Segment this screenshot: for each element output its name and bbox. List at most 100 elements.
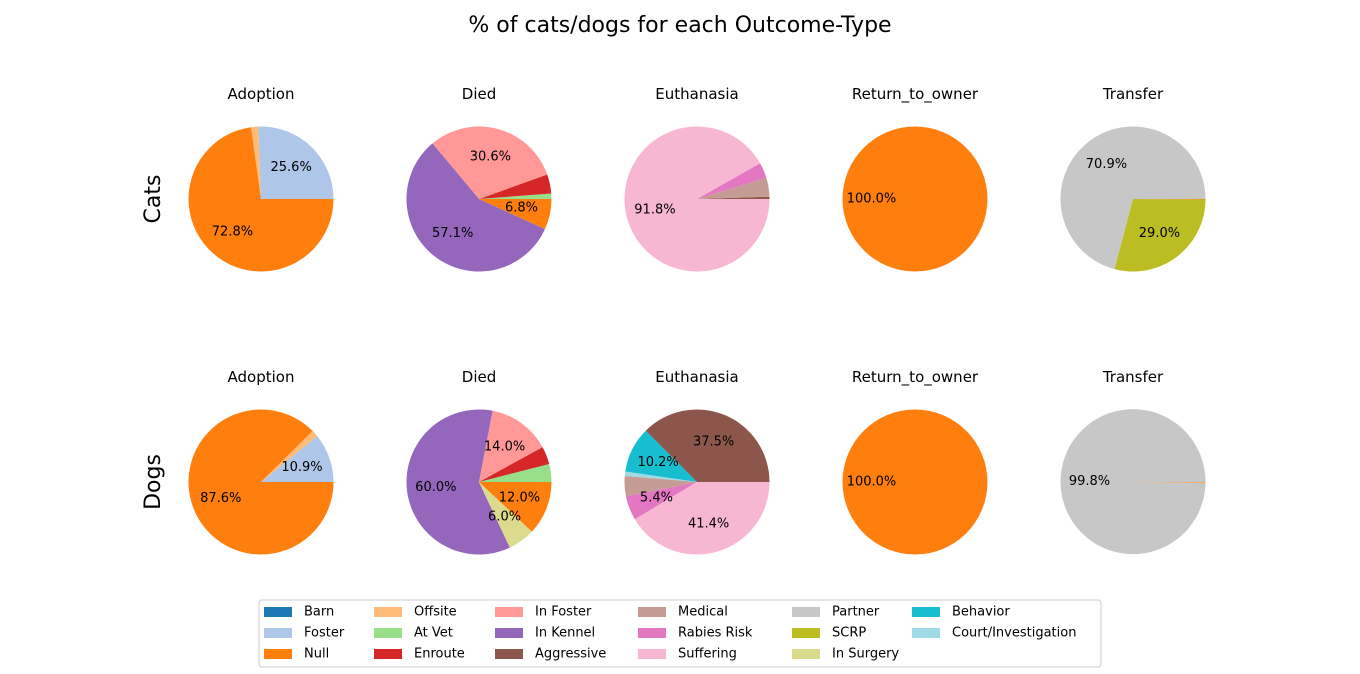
legend-label-aggressive: Aggressive bbox=[535, 647, 606, 662]
legend-label-at-vet: At Vet bbox=[414, 626, 453, 641]
legend-swatch-scrp bbox=[792, 628, 820, 638]
pie-slice-null bbox=[842, 409, 988, 555]
pie-slice-suffering bbox=[624, 126, 770, 272]
pie-slice-suffering bbox=[634, 482, 770, 555]
slice-pct-label: 57.1% bbox=[432, 226, 473, 241]
legend-label-in-foster: In Foster bbox=[535, 605, 592, 620]
legend-swatch-enroute bbox=[374, 649, 402, 659]
legend-swatch-null bbox=[264, 649, 292, 659]
pie-slice-offsite bbox=[251, 126, 261, 199]
pie-slice-null bbox=[188, 409, 334, 555]
slice-pct-label: 72.8% bbox=[212, 224, 253, 239]
pie-title: Transfer bbox=[1102, 85, 1164, 103]
legend-swatch-in-kennel bbox=[495, 628, 523, 638]
legend-label-barn: Barn bbox=[304, 605, 334, 620]
legend-swatch-in-surgery bbox=[792, 649, 820, 659]
legend-swatch-in-foster bbox=[495, 607, 523, 617]
legend-label-behavior: Behavior bbox=[952, 605, 1010, 620]
slice-pct-label: 10.9% bbox=[281, 460, 322, 475]
slice-pct-label: 12.0% bbox=[499, 491, 540, 506]
slice-pct-label: 100.0% bbox=[847, 475, 897, 490]
slice-pct-label: 6.8% bbox=[505, 201, 538, 216]
pie-cats-euthanasia: Euthanasia 91.8% bbox=[624, 85, 770, 272]
legend-swatch-foster bbox=[264, 628, 292, 638]
pie-slice-null bbox=[842, 126, 988, 272]
pie-slice-behavior bbox=[625, 430, 697, 482]
pie-slice-scrp bbox=[1114, 199, 1206, 272]
pie-slice-in-foster bbox=[432, 126, 548, 199]
legend-swatch-offsite bbox=[374, 607, 402, 617]
pie-slice-null bbox=[479, 482, 552, 532]
pie-slice-offsite bbox=[261, 431, 318, 482]
pie-title: Adoption bbox=[228, 85, 295, 103]
row-label-cats: Cats bbox=[141, 175, 166, 224]
pie-dogs-died: Died 14.0% 60.0% 6.0% 12.0% bbox=[406, 368, 552, 555]
legend-swatch-barn bbox=[264, 607, 292, 617]
slice-pct-label: 41.4% bbox=[688, 516, 729, 531]
pie-dogs-adoption: Adoption 10.9% 87.6% bbox=[188, 368, 334, 555]
slice-pct-label: 70.9% bbox=[1086, 157, 1127, 172]
legend-label-scrp: SCRP bbox=[832, 626, 866, 641]
legend-swatch-medical bbox=[638, 607, 666, 617]
slice-pct-label: 25.6% bbox=[271, 160, 312, 175]
legend-label-foster: Foster bbox=[304, 626, 345, 641]
legend-frame bbox=[258, 599, 1102, 668]
legend-label-rabies-risk: Rabies Risk bbox=[678, 626, 753, 641]
legend: Barn Foster Null Offsite At Vet Enroute In Fos… bbox=[258, 599, 1102, 668]
pie-title: Euthanasia bbox=[655, 368, 738, 386]
legend-label-enroute: Enroute bbox=[414, 647, 465, 662]
legend-label-null: Null bbox=[304, 647, 329, 662]
figure-title: % of cats/dogs for each Outcome-Type bbox=[468, 13, 891, 38]
pie-slice-foster bbox=[261, 436, 334, 482]
slice-pct-label: 100.0% bbox=[847, 192, 897, 207]
slice-pct-label: 6.0% bbox=[488, 510, 521, 525]
slice-pct-label: 5.4% bbox=[640, 490, 673, 505]
legend-swatch-aggressive bbox=[495, 649, 523, 659]
row-label-dogs: Dogs bbox=[141, 454, 166, 510]
legend-label-suffering: Suffering bbox=[678, 647, 737, 662]
legend-label-partner: Partner bbox=[832, 605, 880, 620]
pie-slice-in-kennel bbox=[406, 143, 545, 272]
legend-label-in-kennel: In Kennel bbox=[535, 626, 595, 641]
slice-pct-label: 30.6% bbox=[470, 150, 511, 165]
pie-title: Transfer bbox=[1102, 368, 1164, 386]
pie-title: Euthanasia bbox=[655, 85, 738, 103]
pie-dogs-return-to-owner: Return_to_owner 100.0% bbox=[842, 368, 988, 555]
pie-slice-court-investigation bbox=[624, 471, 697, 482]
legend-swatch-partner bbox=[792, 607, 820, 617]
pie-cats-transfer: Transfer 70.9% 29.0% bbox=[1060, 85, 1206, 272]
pie-cats-return-to-owner: Return_to_owner 100.0% bbox=[842, 85, 988, 272]
legend-swatch-suffering bbox=[638, 649, 666, 659]
pie-slice-foster bbox=[258, 126, 334, 199]
slice-pct-label: 29.0% bbox=[1139, 226, 1180, 241]
pie-slice-in-surgery bbox=[479, 482, 532, 548]
pie-slice-in-foster bbox=[479, 410, 543, 482]
legend-label-offsite: Offsite bbox=[414, 605, 457, 620]
pie-slice-null bbox=[479, 199, 552, 230]
slice-pct-label: 10.2% bbox=[637, 455, 678, 470]
legend-label-medical: Medical bbox=[678, 605, 728, 620]
pie-title: Adoption bbox=[228, 368, 295, 386]
slice-pct-label: 87.6% bbox=[200, 491, 241, 506]
pie-title: Died bbox=[462, 368, 496, 386]
pie-slice-partner bbox=[1060, 409, 1206, 555]
slice-pct-label: 37.5% bbox=[693, 434, 734, 449]
pie-slice-offsite bbox=[1133, 482, 1206, 483]
pie-dogs-transfer: Transfer 99.8% bbox=[1060, 368, 1206, 555]
legend-swatch-rabies-risk bbox=[638, 628, 666, 638]
pies-group: Adoption 25.6% 72.8% Died 30.6% 57.1% 6.8% Euth… bbox=[188, 85, 1206, 555]
pie-slice-rabies-risk bbox=[697, 163, 767, 199]
legend-label-in-surgery: In Surgery bbox=[832, 647, 899, 662]
slice-pct-label: 99.8% bbox=[1069, 474, 1110, 489]
pie-title: Return_to_owner bbox=[852, 85, 979, 104]
legend-swatch-at-vet bbox=[374, 628, 402, 638]
pie-slice-at-vet bbox=[479, 463, 552, 482]
pie-title: Return_to_owner bbox=[852, 368, 979, 387]
pie-slice-rabies-risk bbox=[625, 482, 697, 520]
slice-pct-label: 60.0% bbox=[415, 480, 456, 495]
pie-slice-aggressive bbox=[645, 409, 770, 482]
pie-slice-partner bbox=[1060, 126, 1206, 270]
pie-slice-in-kennel bbox=[406, 409, 510, 555]
legend-swatch-court-investigation bbox=[912, 628, 940, 638]
